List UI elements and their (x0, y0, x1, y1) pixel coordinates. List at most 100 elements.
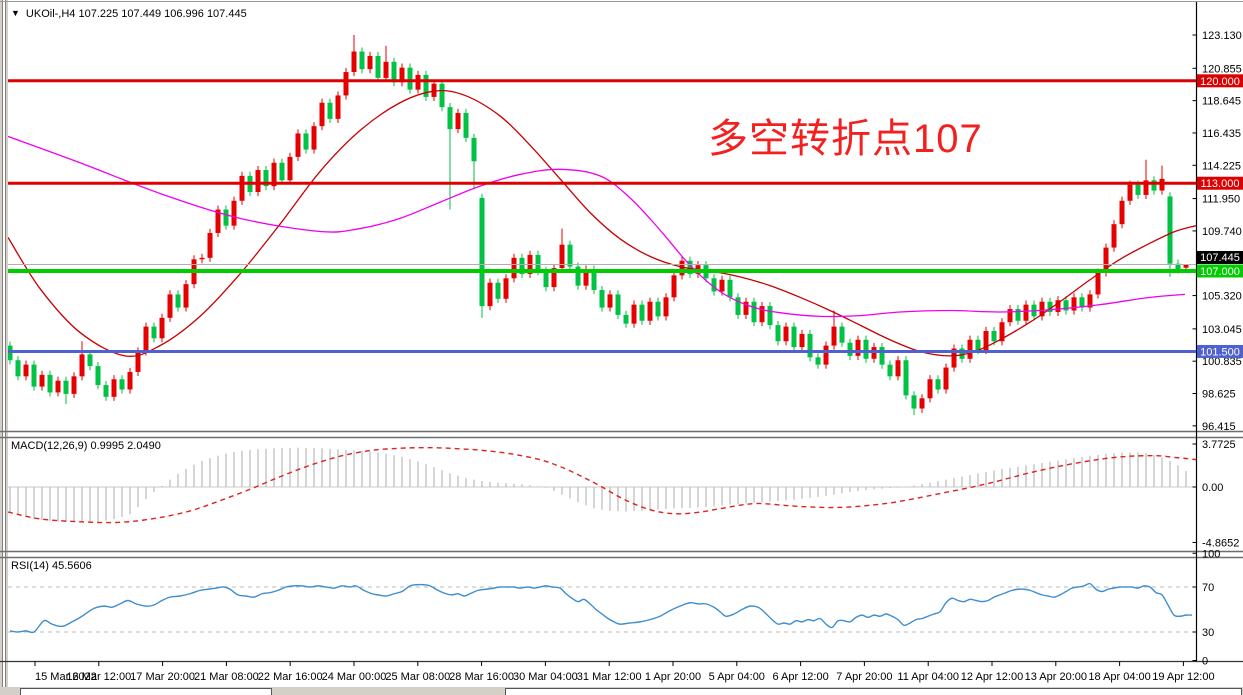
candle-body (231, 200, 237, 226)
macd-axis-label: -4.8652 (1202, 537, 1239, 549)
candle-body (567, 244, 573, 267)
candle-body (1103, 247, 1109, 273)
current-price-badge-text: 107.445 (1200, 252, 1240, 264)
macd-axis-label: 0.00 (1202, 482, 1223, 494)
candle-body (143, 326, 149, 352)
candle-body (591, 269, 597, 291)
candle-body (447, 107, 453, 130)
candle-body (239, 175, 245, 201)
candle-body (767, 306, 773, 326)
time-axis-label: 25 Mar 08:00 (385, 671, 450, 683)
candle-body (391, 61, 397, 83)
candle-body (919, 398, 925, 409)
time-axis-label: 30 Mar 04:00 (513, 671, 578, 683)
bottom-tab[interactable] (20, 688, 272, 695)
candle-body (375, 55, 381, 78)
time-axis-label: 7 Apr 20:00 (836, 671, 892, 683)
candle-body (399, 67, 405, 83)
candle-body (215, 209, 221, 233)
candle-body (711, 278, 717, 292)
candle-body (751, 301, 757, 323)
candle-body (719, 279, 725, 292)
candle-body (839, 326, 845, 343)
chart-dropdown-icon[interactable]: ▼ (11, 8, 20, 18)
candle-body (559, 244, 565, 269)
candle-body (287, 156, 293, 181)
candle-body (503, 278, 509, 299)
candle-body (887, 364, 893, 377)
candle-body (103, 385, 109, 397)
time-axis-label: 31 Mar 12:00 (577, 671, 642, 683)
rsi-line (9, 582, 1193, 634)
price-axis-label: 116.435 (1202, 128, 1241, 140)
candle-body (1071, 297, 1077, 311)
candle-body (327, 102, 333, 119)
gutter-line (5, 0, 6, 695)
candle-body (623, 314, 629, 324)
candle-body (55, 380, 61, 393)
price-axis-label: 123.130 (1202, 30, 1242, 42)
candle-body (1143, 180, 1149, 195)
time-axis-label: 13 Apr 20:00 (1025, 671, 1087, 683)
candle-body (79, 354, 85, 377)
price-level-badge-text: 113.000 (1201, 178, 1240, 190)
candle-body (1119, 200, 1125, 225)
bottom-tab-strip[interactable] (0, 687, 1243, 695)
candle-body (263, 170, 269, 187)
candle-body (439, 83, 445, 108)
time-axis-label: 1 Apr 20:00 (645, 671, 701, 683)
candle-body (423, 74, 429, 97)
left-scroll-gutter[interactable] (0, 0, 8, 695)
bottom-tab[interactable] (505, 688, 1242, 695)
candle-body (911, 395, 917, 409)
candle-body (383, 61, 389, 78)
candle-body (823, 345, 829, 365)
candle-body (991, 330, 997, 342)
time-axis-label: 21 Mar 08:00 (194, 671, 259, 683)
candle-body (863, 339, 869, 359)
candle-body (15, 360, 21, 377)
macd-axis-label: 3.7725 (1202, 439, 1236, 451)
candle-body (799, 333, 805, 348)
candle-body (575, 266, 581, 286)
candle-body (1055, 300, 1061, 312)
candle-body (967, 339, 973, 359)
candle-body (255, 170, 261, 192)
candle-body (431, 83, 437, 97)
candle-body (151, 326, 157, 339)
candle-body (791, 326, 797, 348)
candle-body (1039, 301, 1045, 317)
candle-body (511, 257, 517, 279)
candle-body (983, 330, 989, 351)
candle-body (783, 326, 789, 342)
candle-body (31, 364, 37, 387)
candle-body (543, 271, 549, 288)
candle-body (775, 325, 781, 342)
candle-body (487, 282, 493, 307)
candle-body (87, 354, 93, 367)
macd-panel-area (8, 446, 1196, 524)
candle-body (223, 209, 229, 226)
time-axis-label: 12 Apr 12:00 (961, 671, 1023, 683)
candle-body (479, 197, 485, 307)
candle-body (159, 317, 165, 339)
candle-body (951, 348, 957, 368)
candle-body (831, 326, 837, 346)
candle-body (71, 376, 77, 394)
candle-body (671, 275, 677, 298)
price-axis-label: 120.855 (1202, 63, 1242, 75)
candle-body (1151, 180, 1157, 191)
candle-body (519, 257, 525, 274)
price-axis-label: 114.225 (1202, 160, 1241, 172)
time-axis-label: 5 Apr 04:00 (709, 671, 765, 683)
candle-body (343, 72, 349, 96)
rsi-axis-label: 0 (1202, 656, 1208, 668)
price-axis-label: 111.950 (1202, 194, 1240, 206)
time-axis-label: 17 Mar 20:00 (130, 671, 195, 683)
candle-body (1175, 263, 1181, 270)
price-axis-label: 100.835 (1202, 356, 1242, 368)
candle-body (1095, 272, 1101, 295)
candle-body (687, 260, 693, 274)
